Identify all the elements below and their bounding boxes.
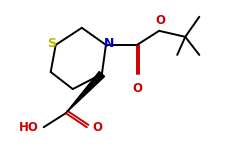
Text: HO: HO [19, 121, 39, 134]
Text: O: O [132, 82, 142, 95]
Polygon shape [66, 72, 104, 113]
Text: S: S [47, 37, 56, 50]
Text: O: O [93, 121, 103, 134]
Text: O: O [155, 14, 165, 27]
Text: N: N [104, 37, 114, 50]
